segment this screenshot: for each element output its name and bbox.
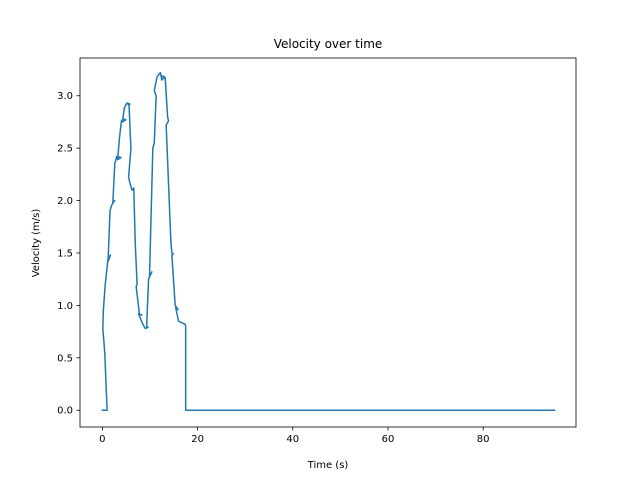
y-tick-label: 0.5: [57, 353, 73, 364]
velocity-series-line: [101, 71, 556, 411]
axes-frame: [79, 57, 577, 428]
x-tick-label: 80: [477, 434, 490, 445]
y-tick-label: 3.0: [57, 91, 73, 102]
y-tick-label: 1.0: [57, 301, 73, 312]
x-tick-label: 20: [191, 434, 204, 445]
x-tick-label: 0: [99, 434, 105, 445]
x-tick-label: 60: [382, 434, 395, 445]
y-tick-label: 2.5: [57, 144, 73, 155]
y-tick-label: 2.0: [57, 196, 73, 207]
y-axis: 0.0 0.5 1.0 1.5 2.0 2.5 3.0: [57, 91, 80, 417]
x-tick-label: 40: [286, 434, 299, 445]
chart-title: Velocity over time: [274, 37, 383, 51]
y-tick-label: 1.5: [57, 248, 73, 259]
y-tick-label: 0.0: [57, 406, 73, 417]
x-axis: 0 20 40 60 80: [99, 427, 490, 445]
y-axis-label: Velocity (m/s): [31, 209, 42, 278]
x-axis-label: Time (s): [307, 460, 349, 471]
plot-area: [101, 71, 556, 411]
